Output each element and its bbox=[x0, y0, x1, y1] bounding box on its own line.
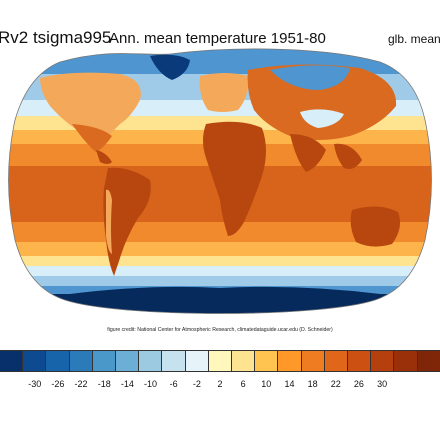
colorbar-swatch-7 bbox=[162, 350, 186, 372]
colorbar-tick-label: -26 bbox=[51, 379, 65, 389]
colorbar-tick-label: -6 bbox=[169, 379, 178, 389]
colorbar-swatch-16 bbox=[371, 350, 395, 372]
colorbar-swatch-6 bbox=[139, 350, 163, 372]
world-temperature-map bbox=[0, 40, 440, 320]
greenland-ice bbox=[150, 54, 190, 80]
global-mean-label: glb. mean bbox=[388, 32, 440, 46]
colorbar-tick-label: 6 bbox=[240, 379, 246, 389]
band-south-mild bbox=[8, 266, 432, 276]
southeast-asia bbox=[334, 143, 362, 169]
central-america bbox=[96, 150, 112, 164]
colorbar-tick-label: 22 bbox=[330, 379, 341, 389]
figure-credit: figure credit: National Center for Atmos… bbox=[107, 327, 333, 333]
colorbar-swatch-2 bbox=[46, 350, 70, 372]
colorbar-swatch-11 bbox=[255, 350, 279, 372]
colorbar-tick-label: 18 bbox=[307, 379, 318, 389]
dataset-title: Rv2 tsigma995 bbox=[0, 28, 112, 47]
colorbar-swatch-17 bbox=[394, 350, 418, 372]
colorbar-tick-label: 10 bbox=[261, 379, 272, 389]
colorbar-swatch-3 bbox=[69, 350, 93, 372]
siberia bbox=[270, 65, 350, 90]
tibet-plateau bbox=[300, 109, 344, 128]
colorbar-swatch-9 bbox=[208, 350, 233, 372]
band-north-polar bbox=[8, 48, 432, 74]
colorbar-swatch-12 bbox=[278, 350, 302, 372]
band-south-cool bbox=[8, 276, 432, 286]
colorbar-tick-label: -14 bbox=[120, 379, 134, 389]
map-title: Ann. mean temperature 1951-80 bbox=[109, 30, 326, 47]
colorbar-swatch-14 bbox=[324, 350, 349, 372]
colorbar-tick-label: 30 bbox=[377, 379, 388, 389]
colorbar-tick-label: -30 bbox=[28, 379, 42, 389]
north-america-south bbox=[72, 124, 112, 152]
andes-cool bbox=[106, 189, 112, 254]
colorbar-swatch-15 bbox=[348, 350, 372, 372]
colorbar-tick-label: 14 bbox=[284, 379, 295, 389]
australia bbox=[350, 206, 400, 247]
colorbar-swatch-1 bbox=[23, 350, 47, 372]
colorbar-swatch-5 bbox=[116, 350, 140, 372]
colorbar-swatch-13 bbox=[301, 350, 325, 372]
band-south-warm bbox=[8, 256, 432, 266]
colorbar-tick-label: -22 bbox=[74, 379, 88, 389]
asia bbox=[247, 64, 397, 140]
colorbar-tick-label: 26 bbox=[353, 379, 364, 389]
colorbar-tick-label: 2 bbox=[217, 379, 223, 389]
antarctica-ice bbox=[70, 286, 380, 314]
colorbar-swatch-10 bbox=[232, 350, 256, 372]
colorbar-swatch-0 bbox=[0, 350, 24, 372]
south-america bbox=[103, 167, 151, 276]
europe bbox=[199, 73, 249, 112]
colorbar-swatch-4 bbox=[92, 350, 117, 372]
colorbar-swatch-8 bbox=[185, 350, 209, 372]
colorbar-tick-label: -10 bbox=[144, 379, 158, 389]
map-svg bbox=[8, 48, 432, 315]
south-asia bbox=[290, 134, 326, 172]
colorbar-swatch-18 bbox=[417, 350, 440, 372]
africa bbox=[203, 121, 266, 236]
colorbar-tick-label: -18 bbox=[97, 379, 111, 389]
temperature-colorbar bbox=[0, 350, 440, 372]
north-america bbox=[40, 72, 141, 146]
colorbar-tick-label: -2 bbox=[192, 379, 201, 389]
